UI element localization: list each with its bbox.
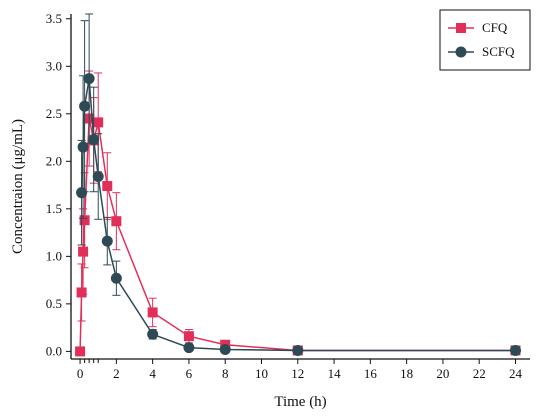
x-tick-label: 20 [436, 366, 449, 381]
data-point-cfq [76, 287, 87, 298]
data-point-scfq [77, 141, 89, 153]
y-tick-label: 0.5 [46, 296, 62, 311]
x-tick-label: 4 [149, 366, 156, 381]
series-scfq [76, 13, 521, 356]
data-point-scfq [79, 100, 91, 112]
legend: CFQ SCFQ [439, 9, 531, 71]
data-point-scfq [83, 73, 95, 85]
data-point-cfq [102, 181, 113, 192]
x-tick-label: 12 [291, 366, 304, 381]
data-point-scfq [92, 171, 104, 183]
data-point-cfq [93, 117, 104, 128]
data-point-cfq [78, 246, 89, 257]
data-point-cfq [147, 307, 158, 318]
data-point-scfq [110, 272, 122, 284]
x-tick-label: 2 [113, 366, 120, 381]
legend-marker-scfq [455, 46, 467, 58]
data-point-scfq [219, 343, 231, 355]
axes-layer: 0.00.51.01.52.02.53.03.50 2 4 6 8 10 12 14 16 18 2… [46, 11, 530, 381]
y-axis-title: Concentraion (μg/mL) [10, 119, 26, 254]
y-tick-label: 2.0 [46, 153, 62, 168]
y-tick-label: 3.0 [46, 58, 62, 73]
data-point-cfq [183, 331, 194, 342]
x-tick-label: 8 [222, 366, 229, 381]
data-point-scfq [147, 328, 159, 340]
legend-marker-cfq [456, 23, 466, 33]
series-line-cfq [79, 118, 516, 352]
y-tick-label: 2.5 [46, 106, 62, 121]
x-tick-label: 10 [255, 366, 268, 381]
x-tick-label: 22 [473, 366, 486, 381]
x-tick-label: 24 [509, 366, 523, 381]
series-line-scfq [80, 78, 516, 352]
x-tick-label: 16 [364, 366, 378, 381]
y-tick-label: 0.0 [46, 343, 62, 358]
legend-box [439, 9, 531, 71]
x-tick-label: 14 [328, 366, 342, 381]
y-tick-label: 3.5 [46, 11, 62, 26]
data-point-scfq [292, 344, 304, 356]
data-point-cfq [111, 216, 122, 227]
series-cfq [75, 70, 521, 357]
y-tick-label: 1.5 [46, 201, 62, 216]
x-tick-label: 6 [186, 366, 193, 381]
x-tick-label: 0 [77, 366, 84, 381]
data-point-cfq [75, 346, 86, 357]
data-point-cfq [79, 215, 90, 226]
legend-label-scfq: SCFQ [482, 44, 515, 59]
x-tick-label: 18 [400, 366, 413, 381]
x-axis-title: Time (h) [274, 394, 326, 410]
data-point-scfq [88, 133, 100, 145]
data-point-scfq [101, 235, 113, 247]
data-point-scfq [76, 187, 88, 199]
data-point-scfq [509, 344, 521, 356]
legend-label-cfq: CFQ [482, 20, 508, 35]
y-tick-label: 1.0 [46, 248, 62, 263]
series-layer [75, 13, 521, 357]
data-point-scfq [183, 342, 195, 354]
